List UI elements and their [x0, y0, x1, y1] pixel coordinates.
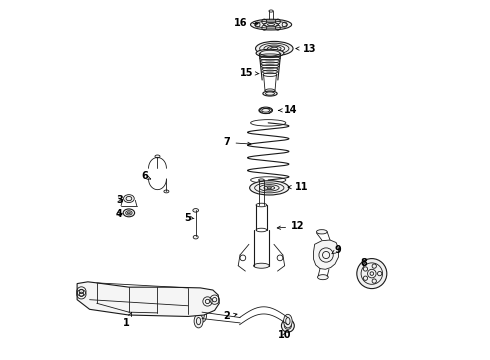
Ellipse shape	[193, 235, 198, 239]
Text: 13: 13	[296, 44, 316, 54]
Text: 2: 2	[223, 311, 237, 321]
Ellipse shape	[256, 49, 284, 57]
Text: 12: 12	[277, 221, 305, 231]
Ellipse shape	[318, 275, 328, 280]
Circle shape	[281, 319, 294, 332]
Circle shape	[357, 258, 387, 289]
Text: 15: 15	[240, 68, 259, 78]
Text: 6: 6	[141, 171, 151, 181]
Text: 5: 5	[184, 212, 194, 222]
Ellipse shape	[256, 41, 293, 56]
Ellipse shape	[155, 155, 160, 158]
Ellipse shape	[265, 89, 275, 93]
Text: 14: 14	[278, 105, 297, 115]
Text: 1: 1	[123, 312, 132, 328]
Text: 4: 4	[116, 209, 122, 219]
Ellipse shape	[317, 230, 327, 234]
Ellipse shape	[250, 19, 292, 30]
Ellipse shape	[284, 314, 292, 328]
Ellipse shape	[123, 195, 134, 203]
Ellipse shape	[249, 181, 289, 195]
Text: 11: 11	[288, 182, 309, 192]
Text: 9: 9	[332, 245, 341, 255]
Text: 10: 10	[277, 330, 291, 341]
Text: 3: 3	[116, 195, 122, 204]
Text: 8: 8	[360, 258, 367, 268]
Text: 16: 16	[234, 18, 258, 28]
Ellipse shape	[263, 91, 277, 96]
Text: 7: 7	[224, 138, 251, 148]
Polygon shape	[77, 282, 220, 316]
Ellipse shape	[253, 263, 270, 268]
Polygon shape	[314, 240, 339, 269]
Ellipse shape	[123, 209, 135, 217]
Ellipse shape	[194, 314, 203, 328]
Ellipse shape	[193, 208, 198, 212]
Ellipse shape	[164, 190, 169, 193]
Ellipse shape	[197, 309, 207, 322]
Ellipse shape	[259, 107, 272, 113]
